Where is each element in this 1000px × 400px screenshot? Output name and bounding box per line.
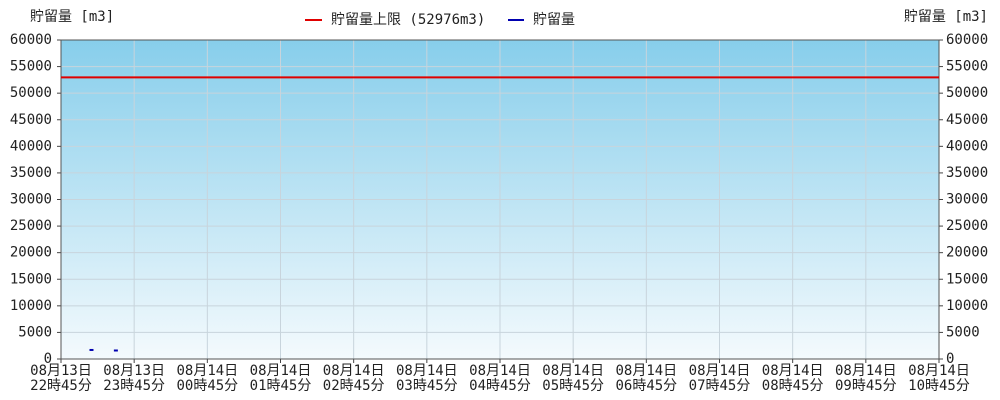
y-axis-label: 貯留量 [m3] [30, 9, 114, 25]
legend-label: 貯留量上限 (52976m3) [331, 12, 485, 28]
y2-tick-label: 0 [946, 351, 954, 367]
x-tick-label: 08月14日 10時45分 [908, 363, 970, 394]
y-tick-label: 35000 [10, 165, 52, 181]
x-tick-label: 08月14日 02時45分 [322, 363, 385, 394]
legend-label: 貯留量 [533, 12, 575, 28]
x-tick-label: 08月13日 22時45分 [30, 363, 92, 394]
y2-tick-label: 25000 [946, 218, 988, 234]
y-tick-label: 25000 [10, 218, 52, 234]
plot-frame [60, 39, 940, 360]
x-tick-label: 08月14日 09時45分 [834, 363, 897, 394]
y-tick-label: 60000 [10, 32, 52, 48]
y2-tick-label: 40000 [946, 138, 988, 154]
x-tick-label: 08月14日 06時45分 [615, 363, 678, 394]
y2-tick-label: 45000 [946, 112, 988, 128]
y-tick-label: 50000 [10, 85, 52, 101]
y2-tick-label: 5000 [946, 324, 980, 340]
x-tick-label: 08月14日 07時45分 [688, 363, 751, 394]
x-tick-label: 08月14日 00時45分 [176, 363, 239, 394]
y-tick-label: 30000 [10, 192, 52, 208]
x-tick-label: 08月14日 05時45分 [542, 363, 605, 394]
y2-axis-label: 貯留量 [m3] [904, 9, 988, 25]
y-tick-label: 40000 [10, 138, 52, 154]
y2-tick-label: 35000 [946, 165, 988, 181]
y2-tick-label: 15000 [946, 271, 988, 287]
y2-tick-label: 50000 [946, 85, 988, 101]
y-tick-label: 20000 [10, 245, 52, 261]
y2-tick-label: 60000 [946, 32, 988, 48]
y-tick-label: 5000 [18, 324, 52, 340]
y-tick-label: 45000 [10, 112, 52, 128]
y-tick-label: 55000 [10, 59, 52, 75]
y-tick-label: 10000 [10, 298, 52, 314]
x-tick-label: 08月14日 08時45分 [761, 363, 824, 394]
y2-tick-label: 20000 [946, 245, 988, 261]
x-tick-label: 08月14日 04時45分 [469, 363, 531, 394]
x-tick-label: 08月14日 01時45分 [249, 363, 312, 394]
y-tick-label: 15000 [10, 271, 52, 287]
y2-tick-label: 55000 [946, 59, 988, 75]
y2-tick-label: 30000 [946, 192, 988, 208]
y-tick-label: 0 [44, 351, 52, 367]
y2-tick-label: 10000 [946, 298, 988, 314]
x-tick-label: 08月14日 03時45分 [395, 363, 458, 394]
x-tick-label: 08月13日 23時45分 [103, 363, 166, 394]
